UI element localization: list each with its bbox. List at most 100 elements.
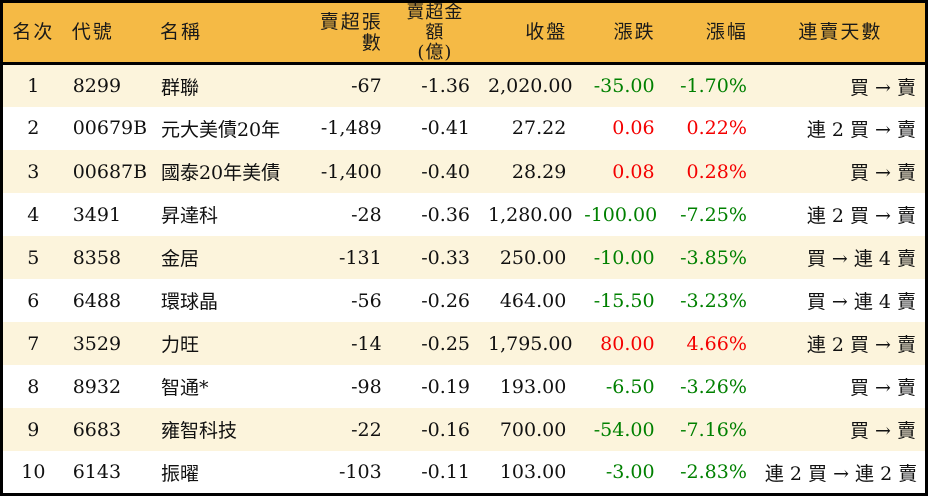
cell-streak: 買 → 連 4 賣 — [806, 248, 916, 271]
column-header-change: 漲跌 — [575, 1, 664, 66]
cell-volume: -98 — [351, 375, 382, 398]
cell-close: 27.22 — [511, 117, 567, 140]
column-header-name: 名稱 — [151, 1, 311, 66]
cell-amount: -0.25 — [421, 332, 470, 355]
table-row: 2 00679B 元大美債20年 -1,489 -0.41 27.22 0.06… — [1, 106, 927, 150]
table-row: 9 6683 雍智科技 -22 -0.16 700.00 -54.00 -7.1… — [1, 408, 927, 452]
cell-streak: 連 2 買 → 賣 — [806, 334, 916, 357]
cell-volume: -56 — [351, 289, 382, 312]
cell-rank: 9 — [27, 418, 40, 441]
cell-streak: 買 → 賣 — [850, 76, 916, 99]
cell-name: 環球晶 — [160, 291, 218, 314]
cell-change: -100.00 — [584, 203, 658, 226]
cell-rank: 2 — [27, 117, 40, 140]
cell-pct: 0.28% — [686, 160, 747, 183]
cell-name: 昇達科 — [160, 205, 218, 228]
cell-name: 元大美債20年 — [160, 118, 281, 141]
cell-close: 250.00 — [499, 246, 567, 269]
column-header-code: 代號 — [63, 1, 152, 66]
cell-name: 振曜 — [160, 462, 199, 485]
column-header-amount: 賣超金額 (億) — [390, 1, 479, 66]
cell-change: -35.00 — [593, 75, 655, 98]
cell-change: 0.06 — [612, 117, 655, 140]
cell-volume: -28 — [351, 203, 382, 226]
cell-code: 3491 — [72, 203, 122, 226]
cell-volume: -1,400 — [320, 160, 382, 183]
cell-name: 群聯 — [160, 76, 199, 99]
column-header-streak: 連賣天數 — [755, 1, 927, 66]
cell-amount: -0.33 — [421, 246, 470, 269]
table-body: 1 8299 群聯 -67 -1.36 2,020.00 -35.00 -1.7… — [1, 63, 927, 495]
table-header: 名次 代號 名稱 賣超張數 賣超金額 (億) 收盤 漲跌 漲幅 連賣天數 — [1, 1, 927, 66]
cell-close: 2,020.00 — [488, 75, 573, 98]
cell-change: 0.08 — [612, 160, 655, 183]
cell-code: 8358 — [72, 246, 122, 269]
cell-amount: -0.19 — [421, 375, 470, 398]
cell-close: 464.00 — [499, 289, 567, 312]
column-header-pct: 漲幅 — [663, 1, 756, 66]
cell-code: 6488 — [72, 289, 122, 312]
cell-streak: 連 2 買 → 賣 — [806, 118, 916, 141]
cell-streak: 買 → 賣 — [850, 377, 916, 400]
header-row: 名次 代號 名稱 賣超張數 賣超金額 (億) 收盤 漲跌 漲幅 連賣天數 — [1, 1, 927, 66]
cell-pct: -3.85% — [680, 246, 747, 269]
column-header-close: 收盤 — [479, 1, 576, 66]
cell-amount: -0.26 — [421, 289, 470, 312]
cell-close: 103.00 — [499, 461, 567, 484]
cell-pct: 0.22% — [686, 117, 747, 140]
cell-change: -3.00 — [605, 461, 655, 484]
cell-name: 力旺 — [160, 334, 199, 357]
cell-close: 1,795.00 — [488, 332, 573, 355]
cell-close: 700.00 — [499, 418, 567, 441]
cell-change: 80.00 — [600, 332, 655, 355]
cell-rank: 8 — [27, 375, 40, 398]
cell-change: -15.50 — [593, 289, 655, 312]
column-header-rank: 名次 — [1, 1, 64, 66]
cell-volume: -1,489 — [320, 117, 382, 140]
cell-rank: 1 — [27, 75, 40, 98]
table-row: 7 3529 力旺 -14 -0.25 1,795.00 80.00 4.66%… — [1, 322, 927, 366]
cell-amount: -0.36 — [421, 203, 470, 226]
cell-pct: -2.83% — [680, 461, 747, 484]
cell-streak: 連 2 買 → 賣 — [806, 205, 916, 228]
table-row: 1 8299 群聯 -67 -1.36 2,020.00 -35.00 -1.7… — [1, 63, 927, 107]
cell-pct: -3.23% — [680, 289, 747, 312]
cell-volume: -103 — [339, 461, 382, 484]
cell-rank: 10 — [21, 461, 46, 484]
table-row: 6 6488 環球晶 -56 -0.26 464.00 -15.50 -3.23… — [1, 279, 927, 323]
cell-close: 28.29 — [511, 160, 567, 183]
cell-code: 3529 — [72, 332, 122, 355]
cell-close: 1,280.00 — [488, 203, 573, 226]
cell-code: 00687B — [72, 160, 148, 183]
cell-name: 國泰20年美債 — [160, 162, 281, 184]
column-header-volume: 賣超張數 — [310, 1, 391, 66]
cell-volume: -131 — [339, 246, 382, 269]
cell-pct: -1.70% — [680, 75, 747, 98]
cell-streak: 買 → 連 4 賣 — [806, 291, 916, 314]
cell-change: -54.00 — [593, 418, 655, 441]
cell-code: 00679B — [72, 117, 148, 140]
cell-streak: 買 → 賣 — [850, 420, 916, 443]
cell-name: 金居 — [160, 248, 199, 271]
cell-pct: -7.25% — [680, 203, 747, 226]
cell-rank: 5 — [27, 246, 40, 269]
cell-code: 8932 — [72, 375, 122, 398]
cell-volume: -22 — [351, 418, 382, 441]
cell-rank: 3 — [27, 160, 40, 183]
table-row: 5 8358 金居 -131 -0.33 250.00 -10.00 -3.85… — [1, 236, 927, 280]
cell-pct: -3.26% — [680, 375, 747, 398]
cell-amount: -0.41 — [421, 117, 470, 140]
cell-name: 雍智科技 — [160, 420, 237, 443]
table-row: 3 00687B 國泰20年美債 -1,400 -0.40 28.29 0.08… — [1, 149, 927, 194]
cell-rank: 4 — [27, 203, 40, 226]
table-row: 4 3491 昇達科 -28 -0.36 1,280.00 -100.00 -7… — [1, 193, 927, 237]
cell-close: 193.00 — [499, 375, 567, 398]
cell-rank: 7 — [27, 332, 40, 355]
cell-amount: -1.36 — [421, 75, 470, 98]
cell-pct: 4.66% — [686, 332, 747, 355]
cell-amount: -0.11 — [421, 461, 470, 484]
cell-change: -10.00 — [593, 246, 655, 269]
cell-rank: 6 — [27, 289, 40, 312]
